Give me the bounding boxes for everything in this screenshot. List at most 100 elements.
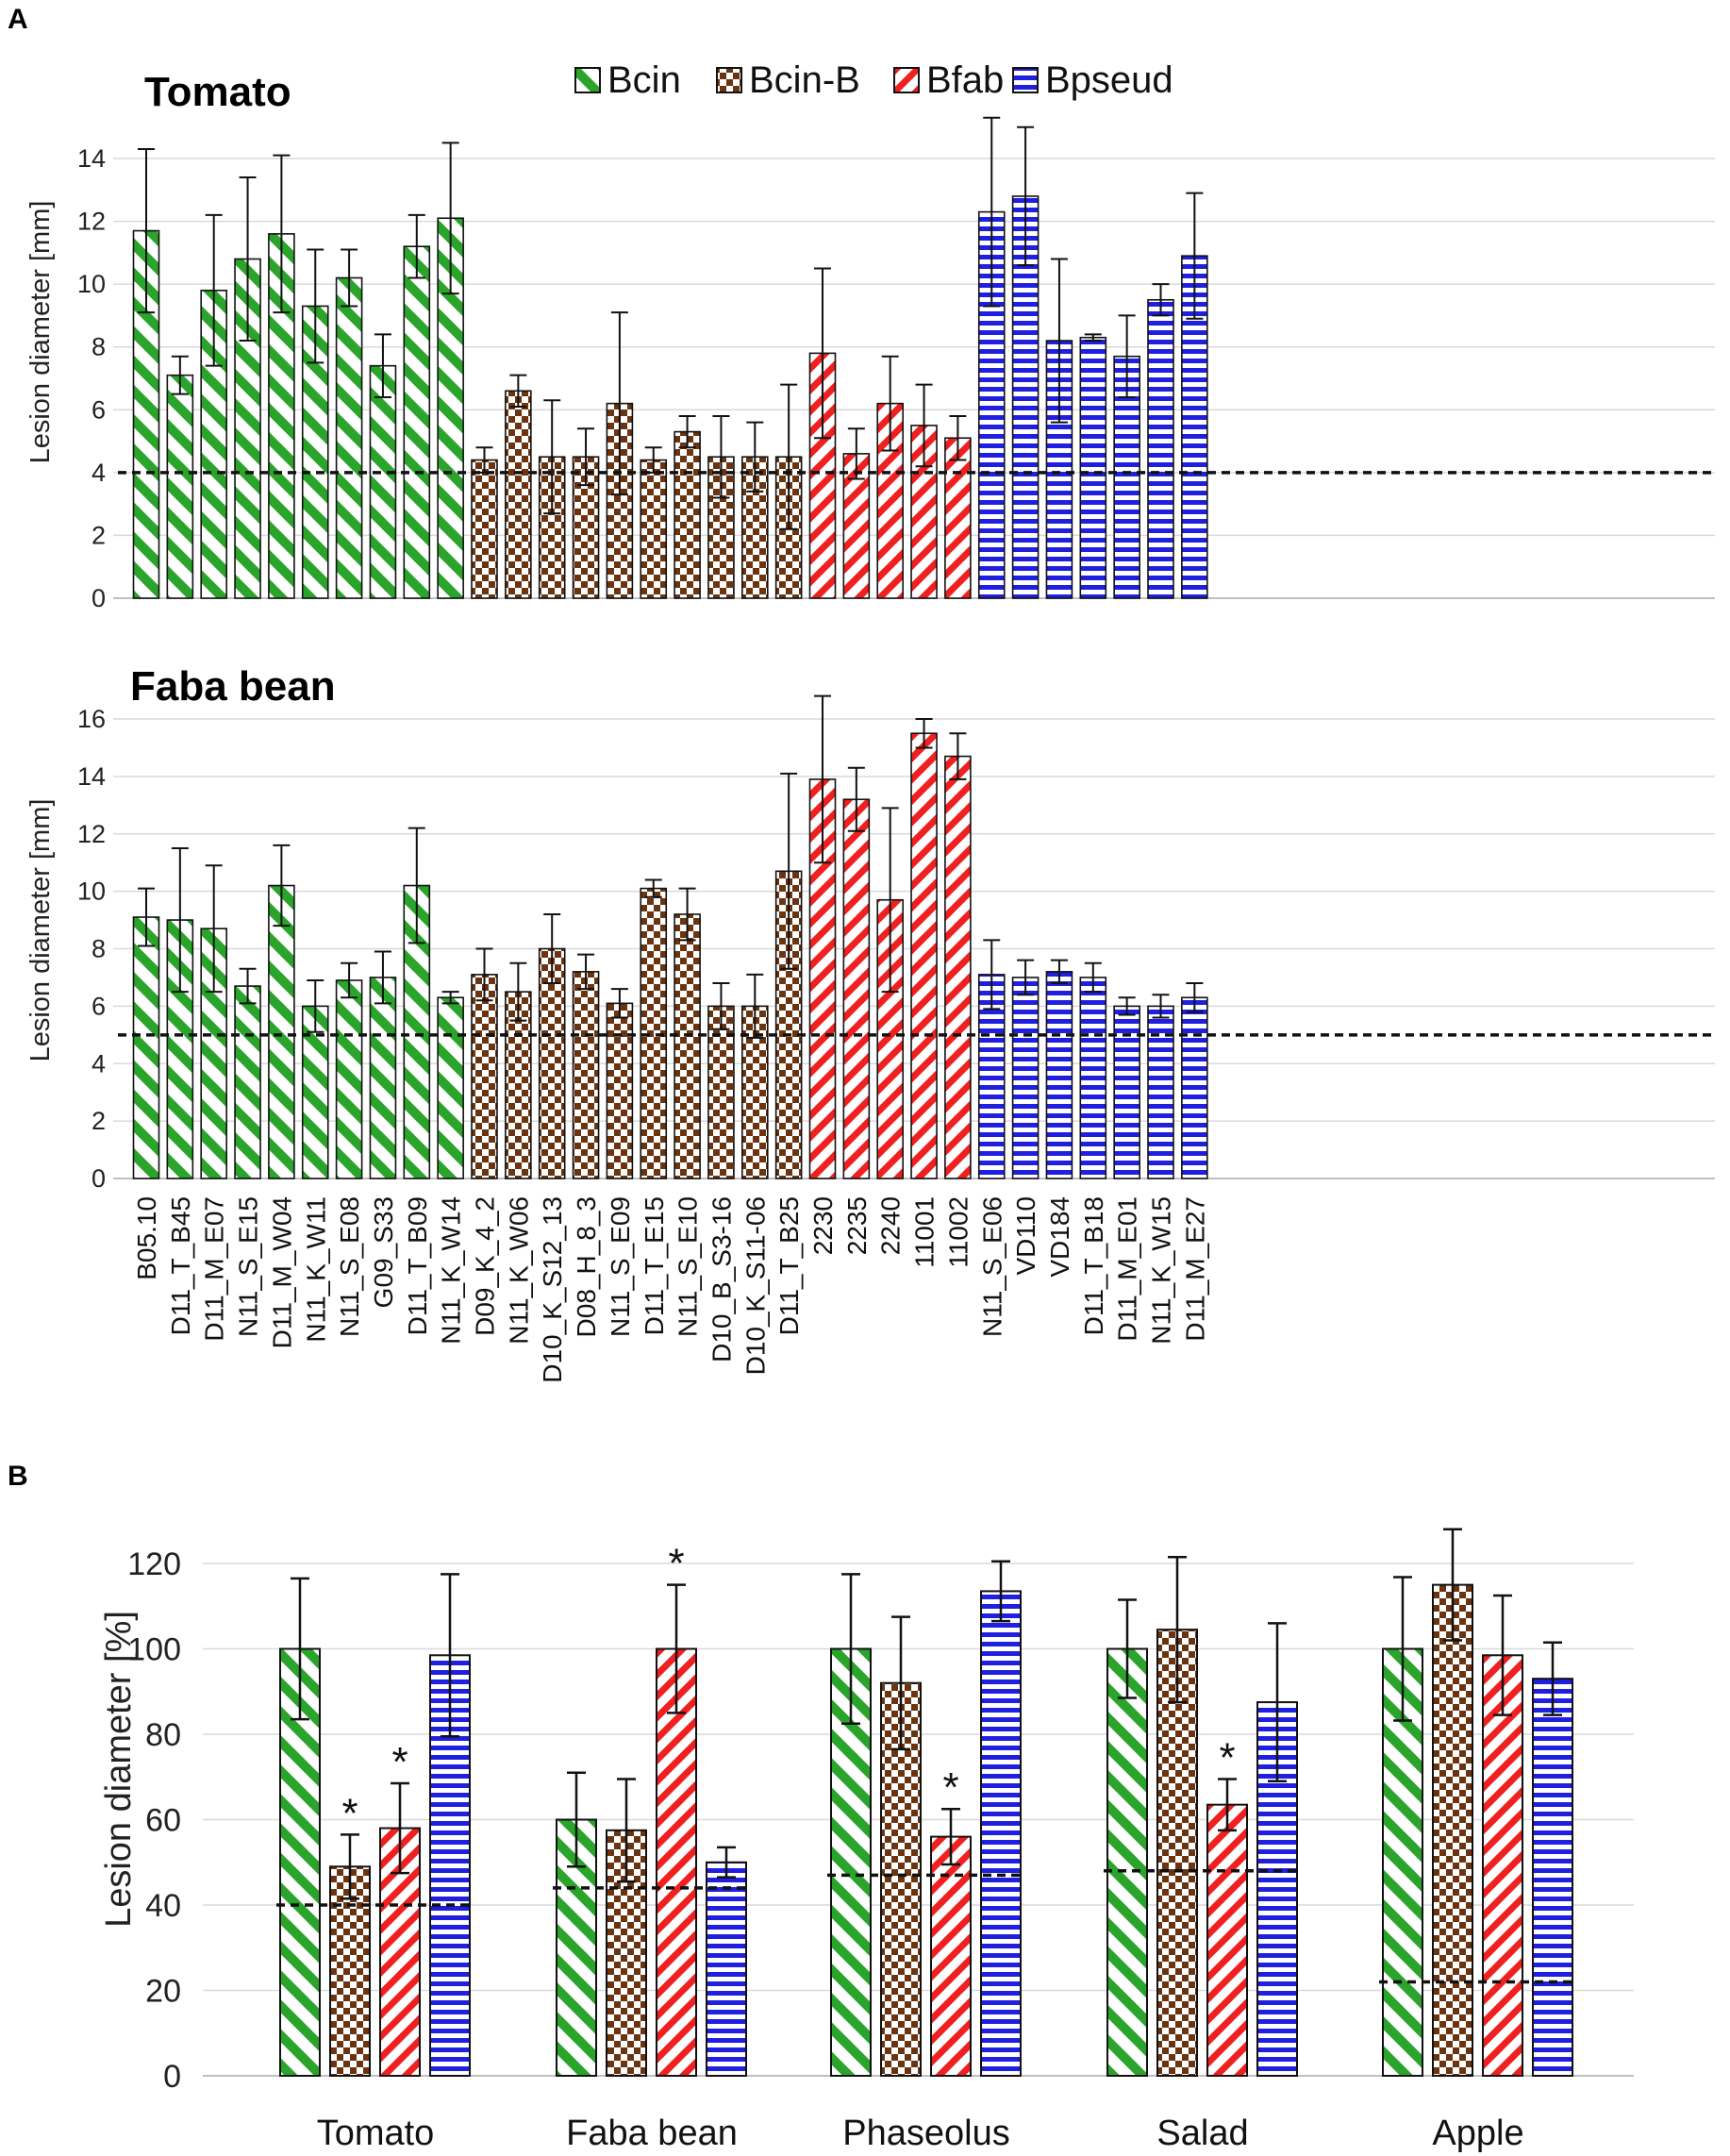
x-tick-label-d11-t-b18: D11_T_B18 xyxy=(1079,1196,1108,1335)
y-tick-label: 100 xyxy=(127,1632,181,1668)
x-tick-label-2230: 2230 xyxy=(808,1196,838,1255)
bar-11002 xyxy=(944,755,972,1179)
bar-n11-k-w15 xyxy=(1147,298,1174,599)
chart-title-faba-bean: Faba bean xyxy=(130,663,336,710)
y-tick-label: 6 xyxy=(91,395,106,424)
bar-d11-m-e27 xyxy=(1181,996,1208,1179)
x-tick-label-11002: 11002 xyxy=(943,1196,973,1268)
x-tick-label-n11-s-e09: N11_S_E09 xyxy=(606,1196,635,1337)
x-tick-label-11001: 11001 xyxy=(910,1196,940,1268)
legend-label-bcin: Bcin xyxy=(607,59,681,101)
x-tick-label-d11-t-b09: D11_T_B09 xyxy=(403,1196,432,1335)
bar-d11-m-e07 xyxy=(200,289,227,599)
y-tick-label: 20 xyxy=(145,1974,181,2010)
bar-d11-t-e15 xyxy=(640,459,668,599)
bar-n11-s-e08 xyxy=(335,276,363,599)
y-tick-label: 10 xyxy=(77,270,106,298)
legend: Bcin Bcin-B Bfab Bpseud xyxy=(574,59,1173,101)
y-tick-label: 6 xyxy=(91,992,106,1020)
category-label-apple: Apple xyxy=(1432,2114,1523,2153)
y-tick-label: 0 xyxy=(91,584,106,612)
panel-label-b: B xyxy=(8,1461,28,1492)
x-tick-label-d11-t-b45: D11_T_B45 xyxy=(166,1196,195,1335)
bar-g09-s33 xyxy=(369,364,397,599)
legend-swatch-bfab xyxy=(893,67,920,93)
y-axis-label-faba-bean: Lesion diameter [mm] xyxy=(25,799,56,1062)
bar-d10-k-s12-13 xyxy=(538,947,566,1179)
y-tick-label: 2 xyxy=(91,1107,106,1135)
chart-tomato: 0 2 4 6 8 10 12 14 xyxy=(77,116,1715,612)
legend-swatch-bpseud xyxy=(1012,67,1039,93)
bar-n11-s-e10 xyxy=(674,913,701,1179)
category-label-tomato: Tomato xyxy=(317,2114,435,2153)
bar-11002 xyxy=(944,437,972,599)
y-tick-label: 12 xyxy=(77,208,106,236)
bar-d11-m-w04 xyxy=(268,884,295,1179)
x-tick-label-d11-m-w04: D11_M_W04 xyxy=(267,1196,296,1348)
y-tick-label: 0 xyxy=(163,2059,181,2095)
bar-salad-bpseud xyxy=(1256,1701,1298,2077)
category-label-faba-bean: Faba bean xyxy=(566,2114,738,2153)
x-tick-label-2240: 2240 xyxy=(876,1196,906,1255)
bar-faba-bean-bfab xyxy=(656,1647,697,2077)
bar-2240 xyxy=(876,402,905,599)
x-tick-label-n11-s-e06: N11_S_E06 xyxy=(977,1196,1006,1337)
significance-marker: * xyxy=(942,1764,958,1811)
bar-d09-k-4-2 xyxy=(471,459,498,599)
y-tick-label: 8 xyxy=(91,333,106,361)
bar-salad-bcin xyxy=(1106,1647,1148,2077)
bar-d11-t-b18 xyxy=(1079,336,1107,599)
x-tick-label-d08-h-8-3: D08_H_8_3 xyxy=(572,1196,601,1337)
bar-salad-bfab xyxy=(1206,1803,1248,2077)
category-label-phaseolus: Phaseolus xyxy=(842,2114,1009,2153)
legend-label-bfab: Bfab xyxy=(926,59,1004,101)
y-tick-label: 16 xyxy=(77,705,106,733)
chart-title-tomato: Tomato xyxy=(144,69,291,115)
bar-tomato-bcin xyxy=(279,1647,321,2077)
legend-label-bcin-b: Bcin-B xyxy=(749,59,860,101)
bar-phaseolus-bfab xyxy=(930,1835,972,2077)
x-tick-label-n11-s-e15: N11_S_E15 xyxy=(234,1196,263,1337)
bar-d08-h-8-3 xyxy=(572,971,600,1179)
x-tick-label-2235: 2235 xyxy=(842,1196,872,1255)
x-tick-label-n11-k-w06: N11_K_W06 xyxy=(504,1196,533,1345)
bar-n11-k-w15 xyxy=(1147,1005,1174,1179)
chart-relative-lesion: 0 20 40 60 80 100 120 Tomato Faba bean Phaseolus S… xyxy=(127,1528,1634,2153)
bar-11001 xyxy=(910,732,938,1179)
y-tick-label: 40 xyxy=(145,1888,181,1924)
x-tick-label-d10-k-s11-06: D10_K_S11-06 xyxy=(740,1196,770,1375)
y-tick-label: 4 xyxy=(91,459,106,487)
bar-d09-k-4-2 xyxy=(471,974,498,1179)
legend-label-bpseud: Bpseud xyxy=(1045,59,1173,101)
x-tick-label-vd110: VD110 xyxy=(1011,1196,1040,1276)
bar-2235 xyxy=(842,798,871,1179)
bar-vd184 xyxy=(1045,971,1073,1179)
bar-apple-bpseud xyxy=(1532,1678,1573,2078)
bar-apple-bfab xyxy=(1482,1654,1523,2077)
y-tick-label: 80 xyxy=(145,1717,181,1753)
y-tick-label: 120 xyxy=(127,1546,181,1582)
bar-tomato-bcin-b xyxy=(329,1865,371,2078)
x-tick-label-d11-m-e01: D11_M_E01 xyxy=(1113,1196,1142,1342)
y-tick-label: 8 xyxy=(91,935,106,963)
bar-d11-t-b09 xyxy=(403,245,431,599)
bar-n11-k-w06 xyxy=(505,390,532,599)
bar-g09-s33 xyxy=(369,977,397,1179)
bar-n11-s-e09 xyxy=(606,1002,634,1179)
y-tick-label: 2 xyxy=(91,521,106,549)
y-tick-label: 60 xyxy=(145,1803,181,1839)
bar-d11-m-e01 xyxy=(1113,1005,1140,1179)
x-tick-label-d11-m-e27: D11_M_E27 xyxy=(1180,1196,1209,1342)
bar-b05-10 xyxy=(132,916,160,1179)
x-tick-label-n11-s-e10: N11_S_E10 xyxy=(674,1196,703,1337)
bar-apple-bcin-b xyxy=(1432,1583,1473,2077)
x-tick-label-n11-s-e08: N11_S_E08 xyxy=(335,1196,364,1337)
y-tick-label: 4 xyxy=(91,1049,106,1078)
legend-swatch-bcin-b xyxy=(716,67,742,93)
bar-vd110 xyxy=(1011,977,1040,1179)
legend-swatch-bcin xyxy=(574,67,601,93)
y-tick-label: 14 xyxy=(77,144,106,173)
x-tick-label-vd184: VD184 xyxy=(1045,1196,1074,1278)
